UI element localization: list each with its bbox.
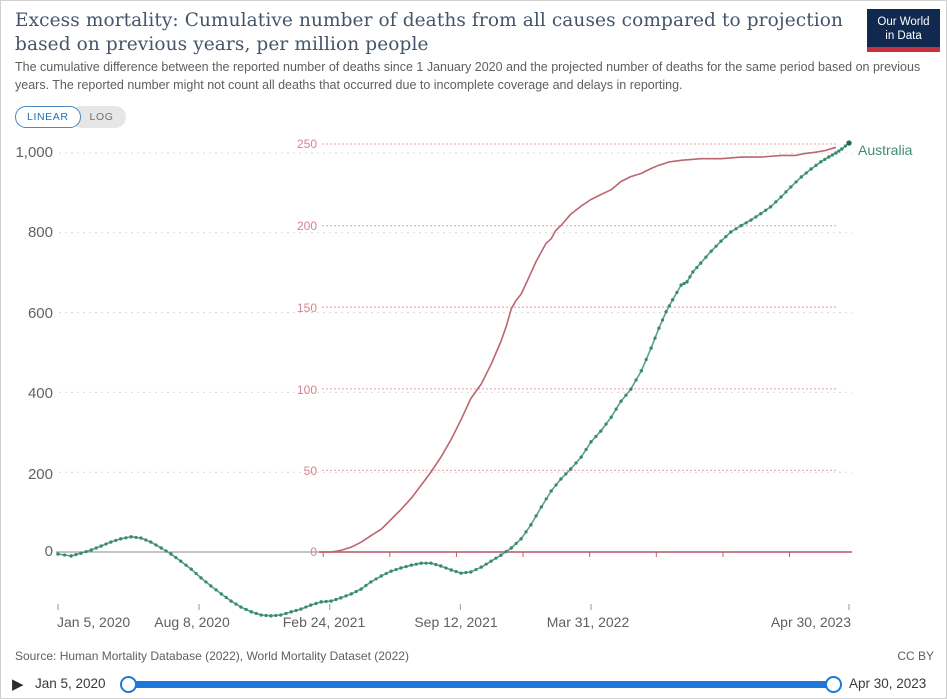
x-tick-mar-2022: Mar 31, 2022 [546, 614, 630, 630]
y-left-tick-400: 400 [27, 385, 53, 402]
timeline-slider-track[interactable] [122, 681, 841, 688]
y-left-tick-600: 600 [27, 305, 53, 322]
y-left-tick-200: 200 [27, 466, 53, 483]
x-tick-jan-2020: Jan 5, 2020 [57, 614, 131, 630]
chart-subtitle: The cumulative difference between the re… [15, 60, 921, 92]
timeline-handle-end[interactable] [825, 676, 842, 693]
x-tick-feb-2021: Feb 24, 2021 [282, 614, 366, 630]
y-right-tick-100: 100 [296, 383, 317, 397]
timeline-end-label[interactable]: Apr 30, 2023 [849, 676, 927, 691]
play-icon[interactable]: ▶ [12, 676, 24, 693]
series-label-australia[interactable]: Australia [858, 142, 913, 158]
y-right-tick-150: 150 [296, 301, 317, 315]
scale-toggle: LINEAR LOG [15, 106, 126, 128]
y-right-tick-200: 200 [296, 219, 317, 233]
source-text: Source: Human Mortality Database (2022),… [15, 649, 409, 663]
x-tick-apr-2023: Apr 30, 2023 [770, 614, 851, 630]
y-left-tick-1000: 1,000 [15, 144, 53, 161]
owid-logo-line2: in Data [885, 30, 922, 42]
x-tick-aug-2020: Aug 8, 2020 [154, 614, 230, 630]
owid-logo[interactable]: Our World in Data [867, 9, 940, 52]
owid-logo-red-bar [867, 47, 940, 52]
license-link[interactable]: CC BY [897, 649, 934, 663]
owid-logo-line1: Our World [877, 16, 930, 28]
y-right-tick-250: 250 [296, 137, 317, 151]
linear-button[interactable]: LINEAR [15, 106, 81, 128]
y-right-tick-0: 0 [310, 545, 317, 559]
y-left-tick-0: 0 [44, 543, 53, 560]
y-right-tick-50: 50 [303, 464, 317, 478]
x-tick-sep-2021: Sep 12, 2021 [414, 614, 498, 630]
y-left-tick-800: 800 [27, 224, 53, 241]
timeline-handle-start[interactable] [120, 676, 137, 693]
page-title: Excess mortality: Cumulative number of d… [15, 10, 844, 55]
timeline-start-label[interactable]: Jan 5, 2020 [35, 676, 106, 691]
chart-plot-area[interactable] [1, 1, 947, 661]
